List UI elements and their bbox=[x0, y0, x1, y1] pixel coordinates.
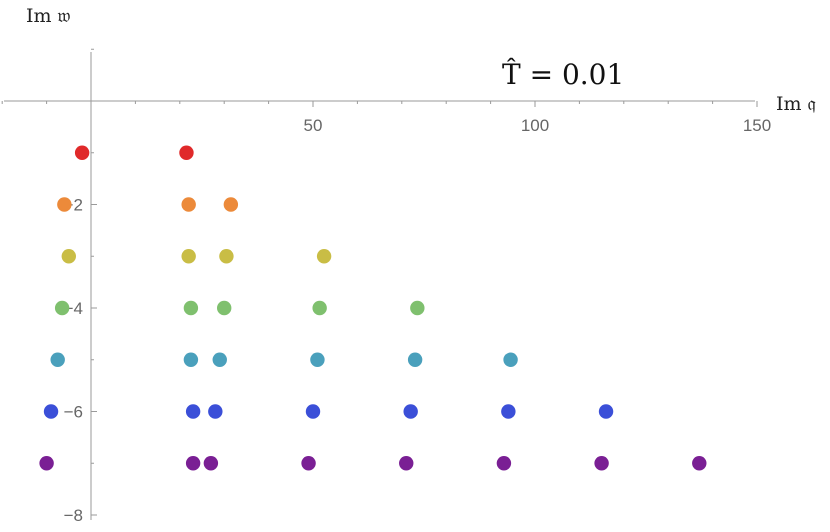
data-point bbox=[61, 249, 76, 264]
data-point bbox=[183, 352, 199, 367]
data-point bbox=[208, 404, 223, 419]
data-point bbox=[54, 300, 70, 316]
data-point bbox=[407, 352, 423, 367]
data-point bbox=[501, 404, 516, 419]
data-point bbox=[181, 249, 196, 264]
data-point bbox=[39, 456, 54, 471]
y-tick-label: −8 bbox=[64, 506, 83, 525]
data-point bbox=[305, 404, 321, 419]
data-point bbox=[181, 197, 196, 212]
x-tick-label: 50 bbox=[304, 116, 323, 135]
y-tick-label: −6 bbox=[64, 403, 83, 422]
data-point bbox=[594, 456, 609, 471]
x-tick-label: 100 bbox=[521, 116, 549, 135]
data-point bbox=[403, 404, 418, 419]
data-point bbox=[692, 456, 707, 471]
data-point bbox=[217, 300, 232, 316]
data-point bbox=[316, 249, 332, 264]
data-point bbox=[301, 456, 316, 471]
data-point bbox=[185, 404, 201, 419]
data-point bbox=[50, 352, 65, 367]
data-points bbox=[39, 145, 707, 471]
data-point bbox=[43, 404, 59, 419]
data-point bbox=[312, 300, 327, 316]
y-axis-label: Im 𝔴 bbox=[26, 5, 71, 27]
data-point bbox=[496, 456, 512, 471]
data-point bbox=[203, 456, 219, 471]
data-point bbox=[212, 352, 227, 367]
data-point bbox=[57, 197, 72, 212]
data-point bbox=[74, 145, 90, 160]
data-point bbox=[598, 404, 614, 419]
data-point bbox=[179, 145, 194, 160]
data-point bbox=[310, 352, 325, 367]
data-point bbox=[399, 456, 414, 471]
data-point bbox=[185, 456, 201, 471]
x-axis-label: Im 𝔮 bbox=[776, 93, 816, 115]
data-point bbox=[503, 352, 518, 367]
data-point bbox=[223, 197, 239, 212]
temperature-annotation: T̂ = 0.01 bbox=[502, 58, 624, 91]
data-point bbox=[183, 300, 199, 316]
axes: 50 100 150−2−4−6−8 bbox=[1, 48, 771, 525]
y-tick-label: −4 bbox=[64, 299, 83, 318]
x-tick-label: 150 bbox=[743, 116, 771, 135]
data-point bbox=[410, 300, 425, 316]
data-point bbox=[219, 249, 234, 264]
